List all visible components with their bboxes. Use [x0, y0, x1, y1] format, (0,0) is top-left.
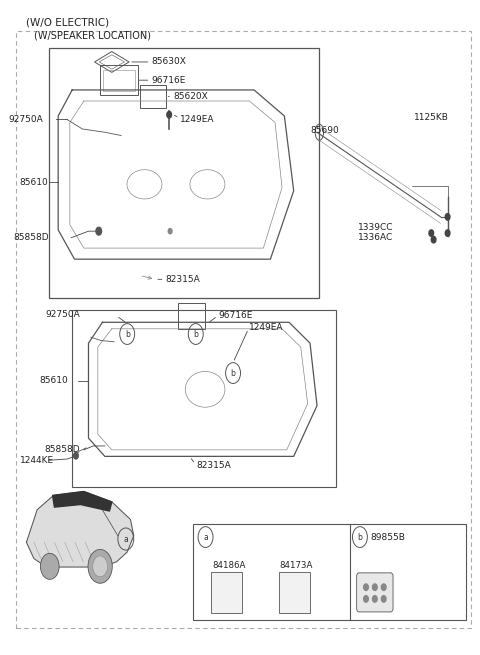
Circle shape — [364, 595, 368, 602]
Text: 92750A: 92750A — [9, 115, 43, 124]
Text: 1336AC: 1336AC — [358, 233, 393, 242]
Circle shape — [167, 111, 171, 118]
Circle shape — [73, 453, 78, 459]
Circle shape — [40, 553, 59, 580]
FancyBboxPatch shape — [357, 573, 393, 612]
Text: 1249EA: 1249EA — [250, 323, 284, 332]
FancyBboxPatch shape — [211, 572, 242, 612]
Text: 84173A: 84173A — [280, 561, 313, 570]
Text: 84186A: 84186A — [212, 561, 245, 570]
Circle shape — [88, 550, 112, 583]
Text: (W/O ELECTRIC): (W/O ELECTRIC) — [25, 18, 108, 28]
Text: b: b — [125, 329, 130, 339]
Text: 1125KB: 1125KB — [414, 113, 448, 122]
Text: a: a — [123, 534, 128, 544]
Text: 89855B: 89855B — [371, 533, 406, 542]
Circle shape — [445, 230, 450, 236]
Text: 1339CC: 1339CC — [358, 223, 393, 232]
Circle shape — [382, 584, 386, 590]
Circle shape — [96, 227, 102, 235]
Text: 85620X: 85620X — [173, 92, 208, 101]
Circle shape — [431, 236, 436, 243]
Text: 82315A: 82315A — [166, 275, 200, 284]
Circle shape — [372, 584, 377, 590]
Circle shape — [364, 584, 368, 590]
Text: b: b — [193, 329, 198, 339]
Text: a: a — [203, 533, 208, 542]
Text: 92750A: 92750A — [46, 310, 81, 319]
Text: b: b — [230, 369, 236, 377]
Text: 85630X: 85630X — [152, 58, 186, 66]
Circle shape — [445, 214, 450, 220]
Polygon shape — [53, 491, 112, 511]
Text: 85858D: 85858D — [13, 233, 49, 242]
FancyBboxPatch shape — [279, 572, 310, 612]
Circle shape — [382, 595, 386, 602]
Circle shape — [168, 229, 172, 234]
Circle shape — [372, 595, 377, 602]
Text: 82315A: 82315A — [196, 461, 231, 470]
Text: 85858D: 85858D — [44, 445, 80, 455]
Text: 85610: 85610 — [19, 178, 48, 187]
Text: (W/SPEAKER LOCATION): (W/SPEAKER LOCATION) — [34, 31, 151, 41]
Text: 85610: 85610 — [39, 377, 68, 385]
Text: 1244KE: 1244KE — [20, 456, 54, 465]
Circle shape — [93, 556, 108, 577]
Text: 85690: 85690 — [310, 126, 339, 135]
Circle shape — [429, 230, 433, 236]
Polygon shape — [26, 491, 134, 567]
Text: 96716E: 96716E — [218, 311, 253, 320]
Text: 96716E: 96716E — [152, 76, 186, 84]
Text: b: b — [358, 533, 362, 542]
Text: 1249EA: 1249EA — [180, 115, 215, 124]
